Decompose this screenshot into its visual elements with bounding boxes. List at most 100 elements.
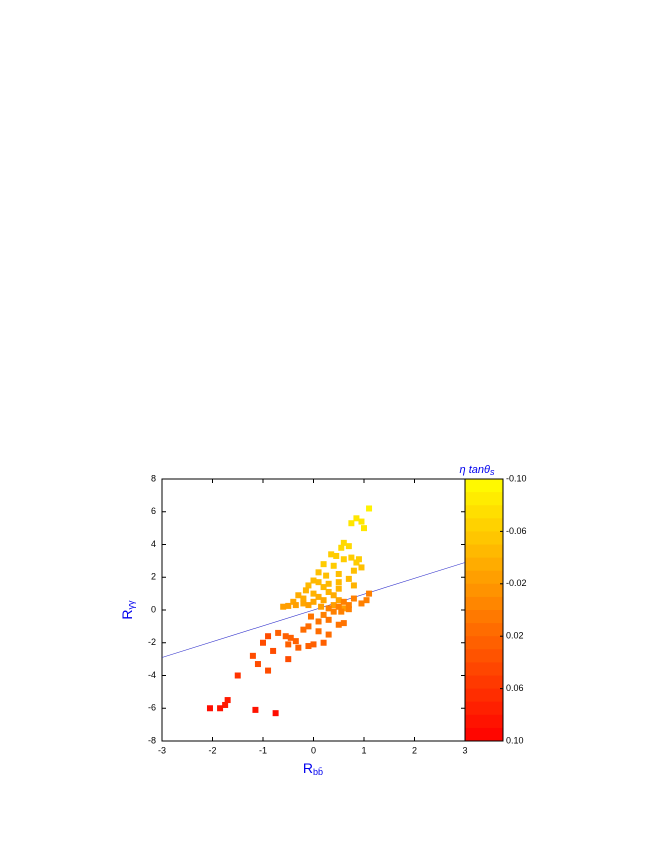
point bbox=[358, 518, 365, 525]
point bbox=[285, 656, 292, 663]
reference-line bbox=[161, 562, 466, 658]
point bbox=[340, 605, 347, 612]
point bbox=[348, 554, 355, 561]
point bbox=[265, 667, 272, 674]
point bbox=[222, 701, 229, 708]
point bbox=[310, 598, 317, 605]
point bbox=[350, 567, 357, 574]
point bbox=[302, 587, 309, 594]
colorbar-label: η tanθs bbox=[460, 464, 495, 477]
point bbox=[305, 602, 312, 609]
point bbox=[345, 575, 352, 582]
point bbox=[325, 580, 332, 587]
point bbox=[328, 551, 335, 558]
point bbox=[224, 697, 231, 704]
colorbar-band bbox=[465, 518, 503, 532]
point bbox=[325, 588, 332, 595]
x-axis-label: Rbb̄ bbox=[303, 760, 323, 778]
point bbox=[295, 644, 302, 651]
y-tick-label: 6 bbox=[151, 506, 156, 516]
colorbar-band bbox=[465, 636, 503, 650]
point bbox=[292, 638, 299, 645]
point bbox=[340, 539, 347, 546]
point bbox=[305, 582, 312, 589]
point bbox=[335, 579, 342, 586]
point bbox=[335, 621, 342, 628]
x-tick-label: 0 bbox=[311, 745, 316, 755]
y-label-sub: γγ bbox=[126, 600, 136, 610]
colorbar-label-main: η tanθ bbox=[460, 464, 490, 476]
y-tick-label: 2 bbox=[151, 572, 156, 582]
point bbox=[340, 598, 347, 605]
y-tick-label: 8 bbox=[151, 473, 156, 483]
point bbox=[366, 590, 373, 597]
colorbar-band bbox=[465, 596, 503, 611]
colorbar-band bbox=[465, 727, 503, 742]
point bbox=[338, 544, 345, 551]
point bbox=[325, 616, 332, 623]
point bbox=[361, 525, 367, 532]
point bbox=[280, 603, 287, 610]
y-label-main: R bbox=[119, 609, 135, 619]
colorbar-band bbox=[465, 479, 503, 493]
point bbox=[270, 647, 277, 654]
colorbar-tick-label: 0.06 bbox=[506, 683, 524, 693]
x-tick-label: -3 bbox=[158, 745, 166, 755]
point bbox=[340, 620, 347, 627]
colorbar-band bbox=[465, 701, 503, 716]
point bbox=[206, 705, 213, 712]
point bbox=[320, 561, 327, 568]
point bbox=[350, 595, 357, 602]
colorbar-tick-label: 0.02 bbox=[506, 631, 524, 641]
colorbar-band bbox=[465, 714, 503, 729]
y-tick-label: -2 bbox=[148, 637, 156, 647]
point bbox=[345, 543, 352, 550]
point bbox=[252, 706, 259, 713]
colorbar-band bbox=[465, 688, 503, 703]
colorbar-band bbox=[465, 583, 503, 598]
y-tick-label: 4 bbox=[151, 539, 156, 549]
point bbox=[320, 639, 327, 646]
y-tick-label: 0 bbox=[151, 604, 156, 614]
colorbar-tick-label: -0.10 bbox=[506, 473, 527, 483]
point bbox=[330, 608, 337, 615]
point bbox=[300, 626, 307, 633]
point bbox=[353, 559, 360, 566]
point bbox=[315, 618, 322, 625]
point bbox=[325, 605, 332, 612]
colorbar-tick-label: -0.02 bbox=[506, 578, 527, 588]
point bbox=[254, 661, 261, 668]
colorbar-band bbox=[465, 623, 503, 637]
colorbar-band bbox=[465, 570, 503, 585]
point bbox=[330, 602, 337, 609]
point bbox=[315, 569, 322, 576]
x-tick-label: 3 bbox=[462, 745, 467, 755]
y-tick-label: -4 bbox=[148, 670, 156, 680]
point bbox=[310, 577, 317, 584]
point bbox=[345, 606, 352, 613]
point bbox=[315, 628, 322, 635]
colorbar-band bbox=[465, 492, 503, 506]
colorbar-band bbox=[465, 557, 503, 572]
point bbox=[300, 595, 307, 602]
x-label-main: R bbox=[303, 760, 313, 776]
point bbox=[310, 590, 317, 597]
point bbox=[340, 556, 347, 563]
point bbox=[348, 520, 355, 527]
point bbox=[217, 705, 224, 712]
point bbox=[335, 597, 342, 604]
point bbox=[282, 633, 289, 640]
y-tick-label: -6 bbox=[148, 703, 156, 713]
y-tick-label: -8 bbox=[148, 735, 156, 745]
point bbox=[335, 585, 342, 592]
point bbox=[290, 598, 297, 605]
point bbox=[333, 552, 340, 559]
point bbox=[345, 602, 352, 609]
point bbox=[234, 672, 241, 679]
point bbox=[275, 629, 282, 636]
y-axis-label: Rγγ bbox=[119, 600, 137, 620]
point bbox=[265, 633, 272, 640]
point bbox=[366, 505, 373, 512]
x-tick-label: 2 bbox=[412, 745, 417, 755]
